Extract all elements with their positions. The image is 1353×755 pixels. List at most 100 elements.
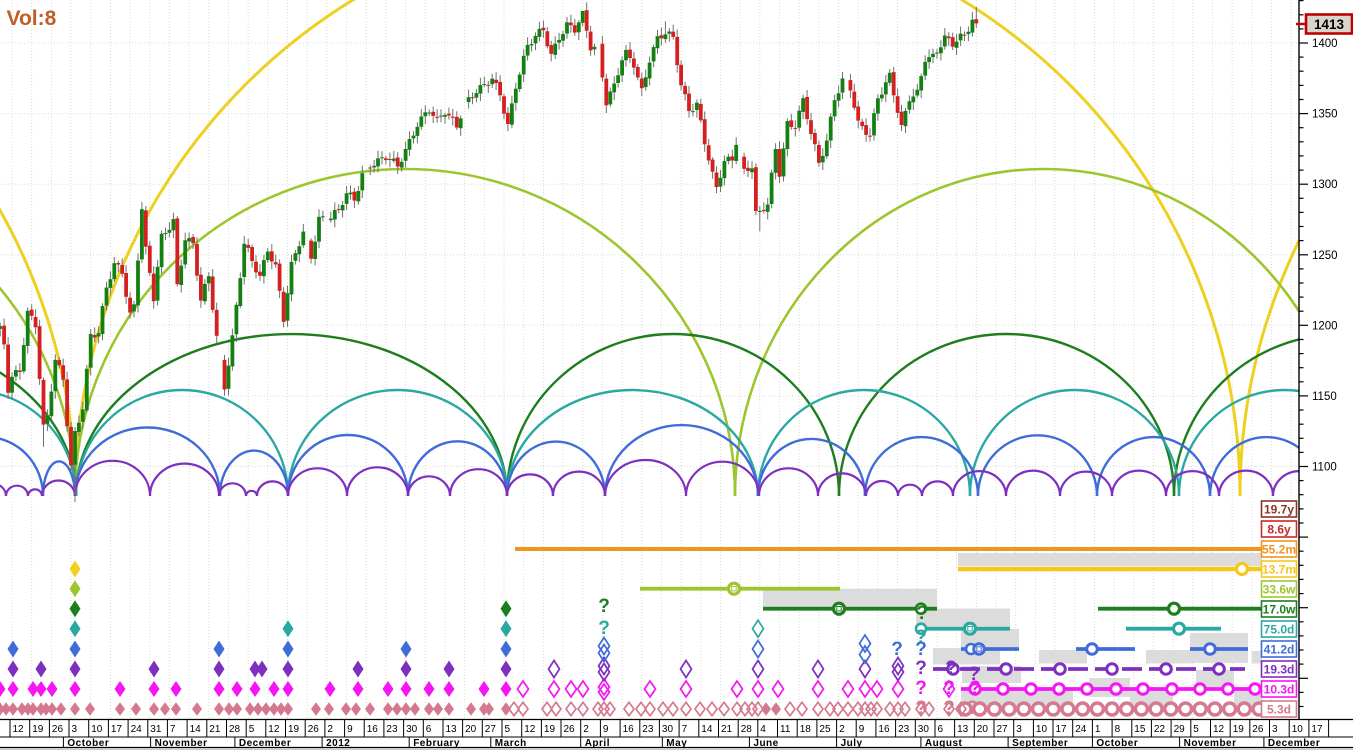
- svg-text:3: 3: [72, 724, 78, 735]
- svg-text:3: 3: [1016, 724, 1022, 735]
- svg-text:1250: 1250: [1312, 250, 1338, 262]
- svg-text:30: 30: [918, 724, 930, 735]
- svg-text:5: 5: [1193, 724, 1199, 735]
- svg-text:26: 26: [1252, 724, 1264, 735]
- svg-text:March: March: [495, 738, 527, 749]
- svg-text:10.3d: 10.3d: [1264, 683, 1295, 697]
- svg-text:13.7m: 13.7m: [1262, 563, 1296, 577]
- svg-text:1150: 1150: [1312, 391, 1337, 403]
- svg-text:17: 17: [111, 724, 123, 735]
- svg-text:September: September: [1012, 738, 1068, 749]
- svg-text:August: August: [925, 738, 963, 749]
- svg-text:?: ?: [943, 698, 955, 719]
- svg-text:2: 2: [583, 724, 589, 735]
- svg-text:8.6y: 8.6y: [1267, 523, 1291, 537]
- svg-text:October: October: [1096, 738, 1138, 749]
- svg-text:23: 23: [642, 724, 654, 735]
- svg-text:41.2d: 41.2d: [1264, 643, 1295, 657]
- svg-text:5: 5: [249, 724, 255, 735]
- svg-text:11: 11: [780, 724, 791, 735]
- svg-text:21: 21: [209, 724, 221, 735]
- svg-text:7: 7: [170, 724, 176, 735]
- svg-text:24: 24: [1075, 724, 1087, 735]
- svg-text:5.3d: 5.3d: [1267, 703, 1291, 717]
- svg-text:13: 13: [446, 724, 458, 735]
- svg-text:?: ?: [966, 698, 978, 719]
- svg-text:?: ?: [891, 639, 903, 660]
- svg-text:?: ?: [945, 658, 957, 679]
- svg-text:1: 1: [1095, 724, 1101, 735]
- svg-text:30: 30: [406, 724, 418, 735]
- svg-text:April: April: [585, 738, 610, 749]
- svg-text:?: ?: [943, 678, 955, 699]
- svg-text:?: ?: [915, 658, 927, 679]
- svg-text:December: December: [239, 738, 291, 749]
- svg-text:10: 10: [1292, 724, 1304, 735]
- svg-text:?: ?: [915, 639, 927, 660]
- svg-text:20: 20: [465, 724, 477, 735]
- svg-text:?: ?: [915, 678, 927, 699]
- svg-text:?: ?: [598, 618, 610, 639]
- svg-text:24: 24: [131, 724, 143, 735]
- svg-text:?: ?: [969, 678, 981, 699]
- svg-text:12: 12: [1213, 724, 1225, 735]
- svg-text:23: 23: [386, 724, 398, 735]
- svg-text:25: 25: [819, 724, 831, 735]
- svg-text:17: 17: [1311, 724, 1323, 735]
- svg-text:15: 15: [1134, 724, 1146, 735]
- svg-text:2012: 2012: [326, 738, 350, 749]
- svg-text:17: 17: [1056, 724, 1068, 735]
- svg-text:?: ?: [598, 596, 610, 617]
- svg-text:16: 16: [878, 724, 890, 735]
- svg-text:19: 19: [1233, 724, 1245, 735]
- svg-text:21: 21: [721, 724, 733, 735]
- svg-text:?: ?: [915, 627, 927, 648]
- svg-text:75.0d: 75.0d: [1264, 623, 1295, 637]
- svg-text:27: 27: [485, 724, 497, 735]
- svg-text:?: ?: [915, 698, 927, 719]
- svg-text:9: 9: [347, 724, 353, 735]
- svg-text:17.0w: 17.0w: [1263, 603, 1296, 617]
- svg-text:18: 18: [800, 724, 812, 735]
- svg-text:July: July: [841, 738, 863, 749]
- svg-text:9: 9: [859, 724, 865, 735]
- svg-text:10: 10: [91, 724, 103, 735]
- svg-text:29: 29: [1174, 724, 1186, 735]
- svg-text:3: 3: [1272, 724, 1278, 735]
- svg-text:19: 19: [544, 724, 556, 735]
- svg-text:12: 12: [13, 724, 25, 735]
- svg-text:20: 20: [977, 724, 989, 735]
- svg-text:26: 26: [52, 724, 64, 735]
- svg-text:55.2m: 55.2m: [1262, 543, 1296, 557]
- svg-text:14: 14: [190, 724, 202, 735]
- svg-text:June: June: [753, 738, 778, 749]
- svg-text:December: December: [1268, 738, 1320, 749]
- svg-text:1100: 1100: [1312, 462, 1337, 474]
- svg-text:30: 30: [662, 724, 674, 735]
- svg-text:October: October: [67, 738, 109, 749]
- svg-text:12: 12: [268, 724, 280, 735]
- svg-text:31: 31: [150, 724, 162, 735]
- svg-text:2: 2: [327, 724, 333, 735]
- svg-text:February: February: [413, 738, 460, 749]
- svg-text:7: 7: [682, 724, 688, 735]
- svg-text:26: 26: [564, 724, 576, 735]
- svg-text:19.7y: 19.7y: [1264, 503, 1294, 517]
- svg-text:6: 6: [938, 724, 944, 735]
- svg-text:?: ?: [968, 664, 980, 685]
- svg-text:1300: 1300: [1312, 179, 1338, 191]
- svg-text:6: 6: [426, 724, 432, 735]
- svg-text:5: 5: [505, 724, 511, 735]
- svg-text:1400: 1400: [1312, 38, 1338, 50]
- svg-text:November: November: [1184, 738, 1237, 749]
- svg-text:May: May: [666, 738, 687, 749]
- svg-text:1413: 1413: [1314, 17, 1345, 32]
- svg-text:27: 27: [997, 724, 1009, 735]
- svg-text:?: ?: [916, 603, 928, 624]
- svg-text:9: 9: [603, 724, 609, 735]
- svg-text:12: 12: [524, 724, 536, 735]
- svg-text:28: 28: [229, 724, 241, 735]
- svg-text:1350: 1350: [1312, 109, 1338, 121]
- svg-text:4: 4: [760, 724, 766, 735]
- svg-text:Vol:8: Vol:8: [7, 7, 57, 30]
